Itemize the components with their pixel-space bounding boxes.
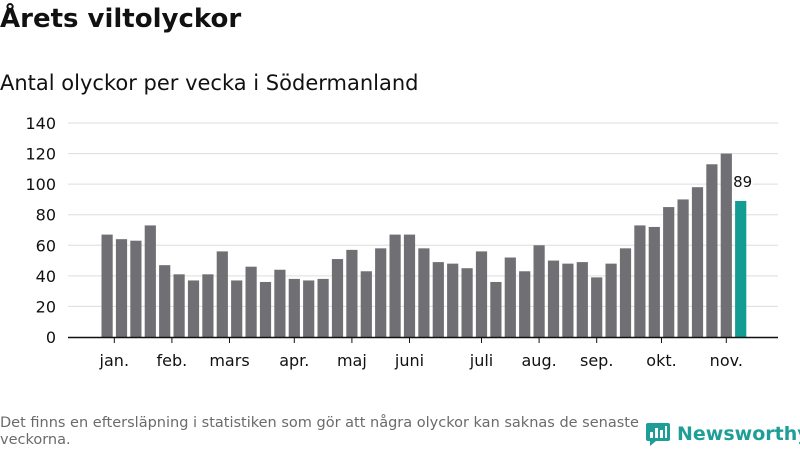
brand-logo[interactable]: Newsworthy: [645, 421, 800, 447]
bar: [677, 199, 689, 337]
x-tick-label: apr.: [279, 351, 309, 370]
bar: [735, 200, 747, 337]
x-tick-label: mars: [209, 351, 249, 370]
bar: [331, 259, 344, 337]
data-label-halo: 89: [733, 173, 752, 191]
y-tick-label: 60: [36, 236, 56, 255]
bar: [360, 271, 372, 337]
bar: [663, 207, 675, 337]
x-tick-label: jan.: [99, 351, 129, 370]
bar: [187, 280, 200, 337]
bar-chart-logo-icon: [646, 423, 670, 446]
bar: [202, 274, 214, 337]
chart-title: Årets viltolyckor: [0, 4, 242, 34]
bar: [619, 248, 632, 337]
bar: [403, 234, 416, 337]
bar: [504, 257, 516, 337]
x-tick-label: nov.: [710, 351, 743, 370]
x-tick-label: juli: [469, 351, 493, 370]
bar: [605, 263, 617, 337]
bar: [706, 164, 718, 337]
bar: [144, 225, 156, 337]
y-tick-label: 20: [36, 297, 56, 316]
brand-name: Newsworthy: [677, 423, 800, 445]
bar: [159, 265, 171, 337]
bar-chart: 0 20 40 60 80 100 120 140 jan. feb. mars apr. maj jun…: [25, 114, 778, 370]
bar: [519, 271, 531, 337]
bar: [533, 245, 545, 337]
bar: [490, 281, 502, 337]
y-tick-label: 80: [36, 206, 56, 225]
x-tick-label: aug.: [522, 351, 557, 370]
y-tick-label: 120: [25, 145, 56, 164]
bar: [576, 262, 588, 337]
bar: [562, 263, 574, 337]
bar: [389, 234, 401, 337]
y-tick-label: 140: [25, 114, 56, 133]
x-tick-label: okt.: [646, 351, 676, 370]
bar: [231, 280, 243, 337]
x-tick-label: juni: [394, 351, 424, 370]
bar: [259, 281, 272, 337]
bar: [115, 239, 128, 337]
x-tick-label: maj: [337, 351, 367, 370]
x-tick-label: feb.: [157, 351, 188, 370]
bar: [547, 260, 560, 337]
bar: [173, 274, 185, 337]
footnote: Det finns en eftersläpning i statistiken…: [0, 415, 639, 448]
bar: [418, 248, 430, 337]
y-tick-label: 40: [36, 267, 56, 286]
bar: [317, 278, 329, 337]
y-tick-label: 100: [25, 175, 56, 194]
bar: [101, 234, 113, 337]
bar: [648, 226, 660, 337]
bar: [346, 249, 358, 337]
bar: [245, 266, 257, 337]
data-label: 89: [733, 173, 752, 191]
bar: [216, 251, 228, 337]
bar: [475, 251, 488, 337]
bar: [432, 262, 444, 337]
bar: [461, 268, 473, 337]
bar: [375, 248, 387, 337]
bar: [691, 187, 704, 337]
y-tick-label: 0: [46, 328, 56, 347]
bar: [720, 153, 732, 337]
bar: [591, 277, 603, 337]
chart-subtitle: Antal olyckor per vecka i Södermanland: [0, 71, 419, 95]
bar: [288, 278, 300, 337]
bar: [447, 263, 459, 337]
bar: [634, 225, 646, 337]
bar: [274, 269, 286, 337]
x-tick-label: sep.: [580, 351, 613, 370]
bar: [303, 280, 315, 337]
bar: [130, 240, 142, 337]
